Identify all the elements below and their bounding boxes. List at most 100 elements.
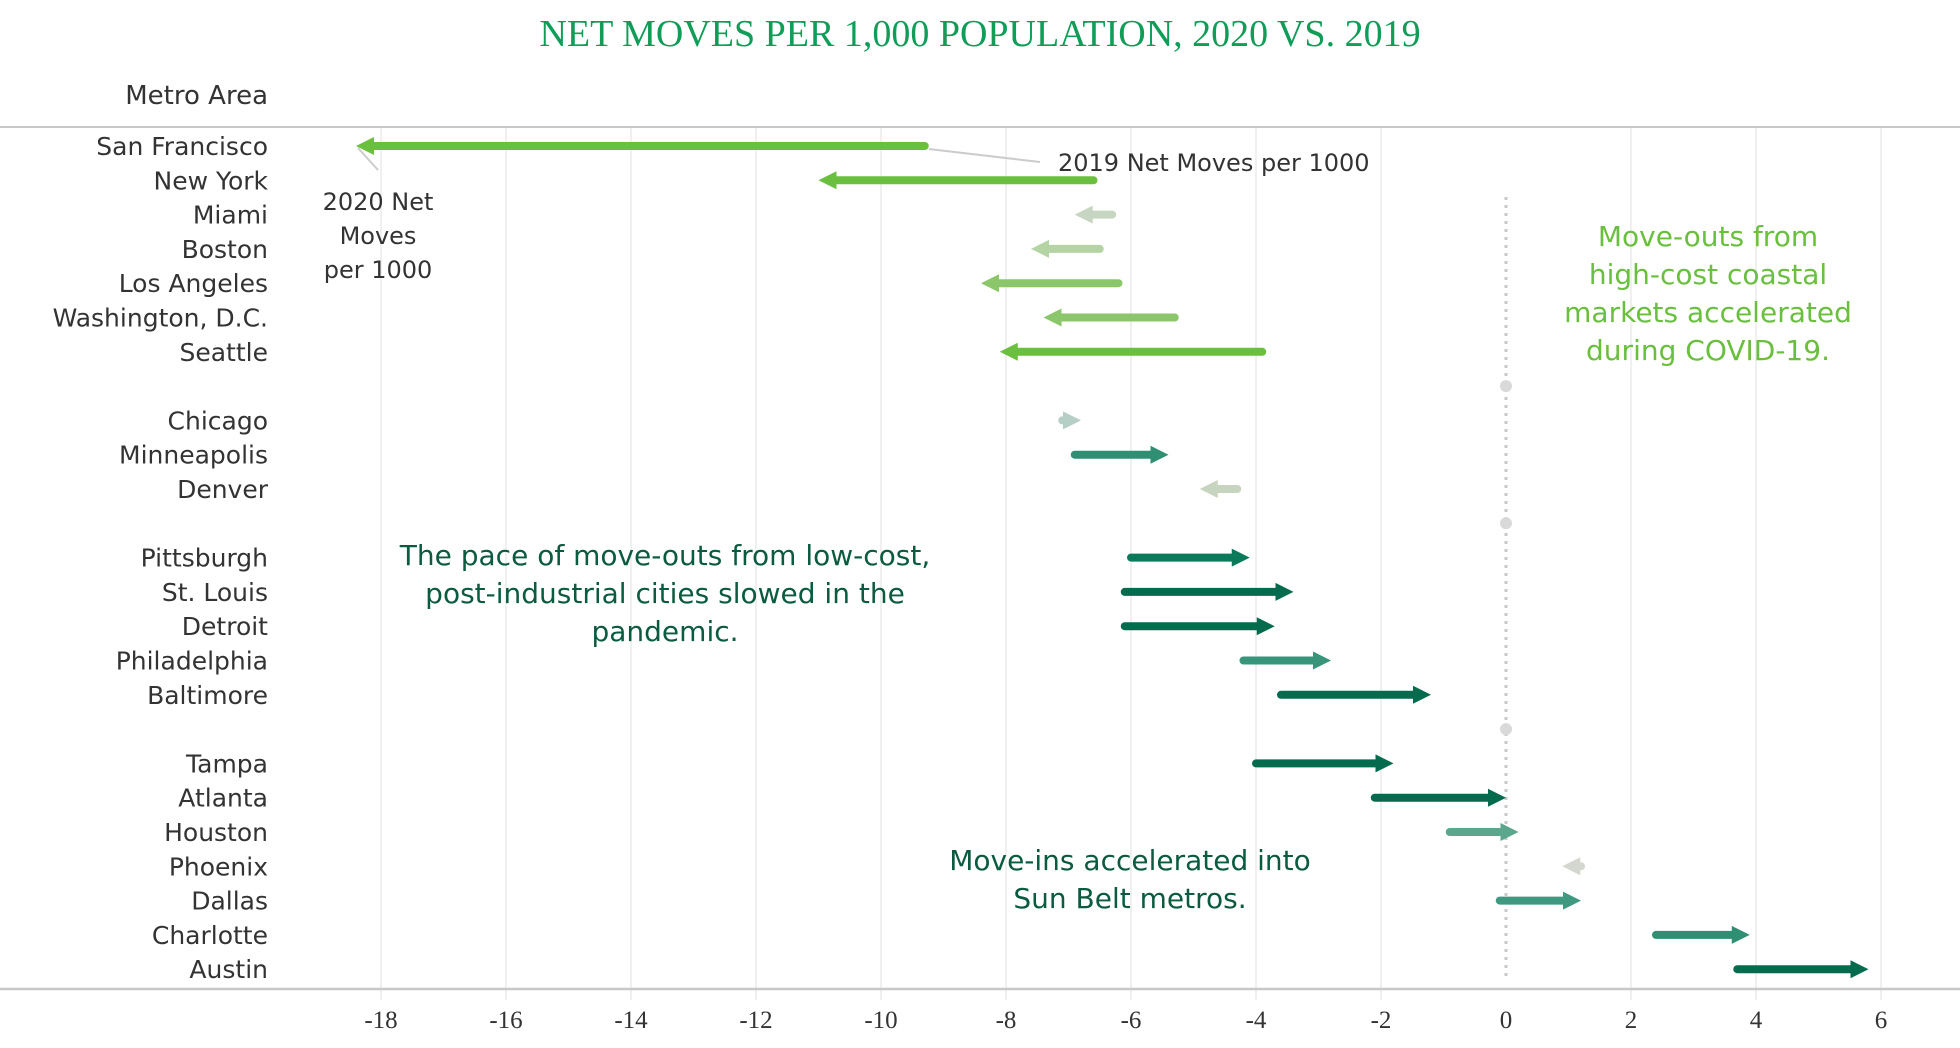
arrow-head (1562, 857, 1581, 876)
metro-label: Phoenix (169, 852, 268, 881)
x-axis-ticks: -18 -16 -14 -12 -10 -8 -6 -4 -2 0 2 4 6 (364, 1007, 1887, 1034)
arrow-head (1731, 925, 1750, 944)
x-tick-label: -16 (489, 1007, 522, 1034)
arrow-head (1063, 411, 1081, 430)
metro-label: Washington, D.C. (53, 304, 268, 333)
metro-label: New York (154, 166, 269, 195)
arrow-denver (1199, 480, 1242, 498)
x-tick-label: 4 (1750, 1007, 1763, 1034)
metro-label: Minneapolis (119, 441, 268, 470)
metro-label: Detroit (182, 612, 268, 641)
arrow-san-francisco (356, 137, 929, 155)
arrow-head (1031, 239, 1049, 258)
x-tick-label: 2 (1625, 1007, 1638, 1034)
metro-label: Austin (189, 955, 268, 984)
arrow-head (1488, 788, 1506, 807)
metro-label: St. Louis (162, 578, 268, 607)
arrow-st-louis (1120, 582, 1294, 601)
annotation-coastal: Move-outs from (1598, 220, 1818, 253)
arrow-head (1074, 205, 1093, 224)
legend-2020-label: per 1000 (324, 256, 433, 284)
x-tick-label: 0 (1500, 1007, 1513, 1034)
metro-label: Atlanta (178, 784, 268, 813)
arrow-seattle (999, 342, 1267, 361)
arrow-houston (1445, 823, 1519, 841)
y-axis-header: Metro Area (125, 81, 268, 111)
arrow-head (1850, 960, 1869, 979)
metro-label: Houston (164, 818, 268, 847)
legend-leader-2019 (928, 148, 1041, 163)
arrow-head (1500, 823, 1519, 841)
x-tick-label: -6 (1121, 1007, 1142, 1034)
x-tick-label: 6 (1875, 1007, 1888, 1034)
annotation-coastal: markets accelerated (1564, 296, 1852, 329)
arrow-dallas (1495, 891, 1581, 910)
metro-label: Boston (182, 235, 268, 264)
arrow-head (1563, 891, 1581, 910)
metro-label: Tampa (185, 749, 268, 778)
arrow-head (1413, 685, 1431, 704)
arrow-chicago (1058, 411, 1081, 430)
arrow-los-angeles (981, 274, 1123, 293)
annotation-sunbelt: Move-ins accelerated into (949, 844, 1311, 877)
metro-label: Dallas (191, 887, 268, 916)
arrow-minneapolis (1070, 445, 1169, 464)
group-separator-dot (1500, 380, 1512, 393)
arrow-head (1043, 308, 1062, 327)
arrow-head (818, 171, 837, 190)
metro-label: Seattle (179, 338, 268, 367)
arrow-baltimore (1277, 685, 1431, 704)
metro-label: Pittsburgh (141, 544, 268, 573)
arrow-head (1199, 480, 1218, 498)
metro-label: Los Angeles (119, 269, 268, 298)
x-tick-label: -10 (864, 1007, 897, 1034)
group-separator-dot (1500, 517, 1512, 530)
arrow-head (1231, 548, 1250, 567)
annotation-postindustrial: The pace of move-outs from low-cost, (399, 539, 930, 572)
legend-2019-label: 2019 Net Moves per 1000 (1058, 149, 1370, 177)
legend-leader-2020 (357, 147, 379, 171)
arrow-head (1313, 651, 1331, 670)
annotation-postindustrial: pandemic. (591, 615, 738, 648)
arrow-head (1275, 582, 1294, 601)
arrow-head (1256, 617, 1275, 636)
arrow-philadelphia (1239, 651, 1331, 670)
x-tick-label: -14 (614, 1007, 648, 1034)
metro-label: Denver (177, 475, 269, 504)
text-annotations: Move-outs from high-cost coastal markets a… (399, 220, 1852, 915)
gridlines (380, 128, 1882, 1000)
legend-2020-label: 2020 Net (323, 188, 434, 216)
metro-label: Charlotte (152, 921, 268, 950)
chart-title: NET MOVES PER 1,000 POPULATION, 2020 VS.… (539, 13, 1420, 55)
arrow-head (999, 342, 1018, 361)
x-tick-label: -18 (364, 1007, 397, 1034)
arrow-head (356, 137, 374, 155)
metro-label: Philadelphia (116, 647, 268, 676)
arrow-boston (1031, 239, 1104, 258)
metro-label: San Francisco (96, 132, 268, 161)
x-tick-label: -2 (1371, 1007, 1392, 1034)
arrow-charlotte (1652, 925, 1750, 944)
arrow-washington-d-c (1043, 308, 1179, 327)
arrow-new-york (818, 171, 1098, 190)
arrow-head (981, 274, 999, 293)
annotation-postindustrial: post-industrial cities slowed in the (425, 577, 905, 610)
arrows (356, 137, 1869, 979)
x-tick-label: -12 (739, 1007, 772, 1034)
arrow-head (1375, 754, 1394, 773)
metro-label: Baltimore (147, 681, 268, 710)
metro-label: Miami (193, 201, 268, 230)
zero-reference (1500, 197, 1512, 980)
arrow-austin (1733, 960, 1869, 979)
annotation-coastal: during COVID-19. (1586, 334, 1830, 367)
annotation-sunbelt: Sun Belt metros. (1013, 882, 1246, 915)
group-separator-dot (1500, 723, 1512, 736)
arrow-atlanta (1370, 788, 1506, 807)
arrow-phoenix (1562, 857, 1585, 876)
legend-2020-label: Moves (340, 222, 417, 250)
arrow-miami (1074, 205, 1117, 224)
arrow-detroit (1120, 617, 1275, 636)
annotation-coastal: high-cost coastal (1589, 258, 1827, 291)
arrow-tampa (1252, 754, 1394, 773)
